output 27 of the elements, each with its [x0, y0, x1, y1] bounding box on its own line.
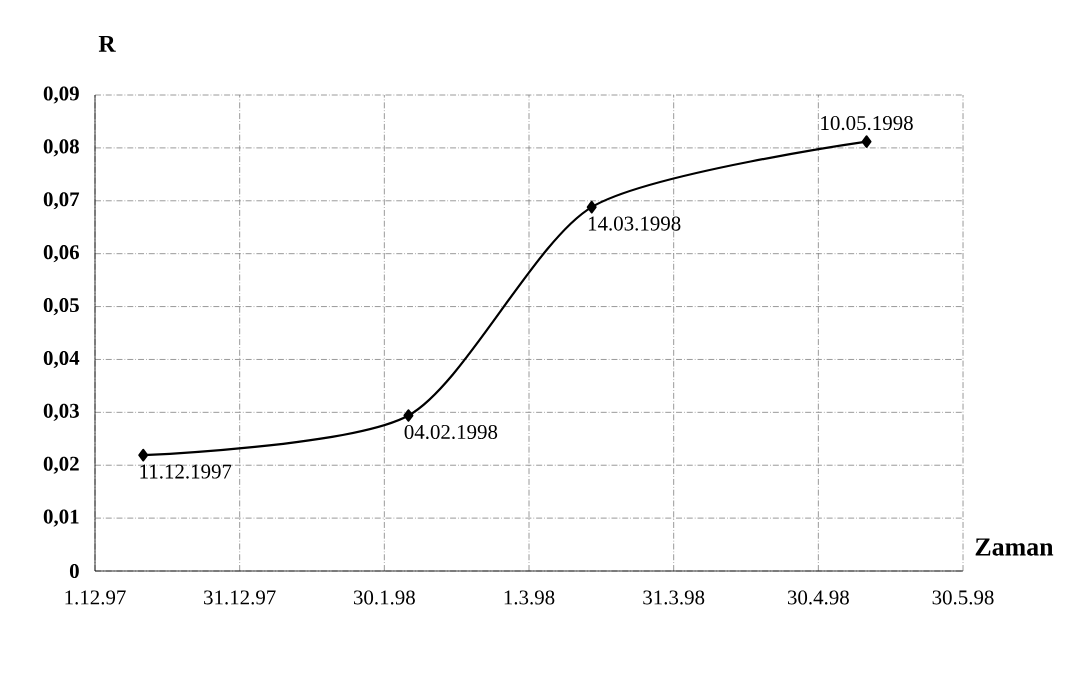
x-tick-label: 1.12.97 — [65, 590, 126, 605]
point — [861, 135, 872, 148]
y-tick-label: 0,04 — [43, 350, 80, 369]
y-tick-label: 0 — [69, 563, 79, 579]
y-axis-title: R — [98, 35, 116, 52]
x-tick-label: 30.4.98 — [787, 590, 849, 605]
y-tick-label: 0,03 — [43, 403, 79, 421]
y-tick-label: 0,02 — [43, 456, 79, 474]
annotation: 04.02.1998 — [404, 424, 498, 440]
x-tick-label: 30.5.98 — [932, 590, 994, 605]
y-tick-label: 0,08 — [43, 139, 79, 157]
x-tick-label: 31.3.98 — [643, 590, 705, 605]
y-tick-label: 0,09 — [43, 86, 79, 104]
x-axis-title: Zaman — [975, 538, 1054, 556]
point — [586, 200, 597, 214]
y-tick-label: 0,06 — [43, 245, 80, 263]
y-tick-label: 0,05 — [43, 297, 79, 316]
annotation: 11.12.1997 — [140, 464, 232, 479]
x-tick-label: 1.3.98 — [504, 590, 555, 605]
y-tick-label: 0,01 — [43, 509, 79, 527]
point — [138, 448, 149, 462]
annotation: 14.03.1998 — [588, 216, 681, 231]
annotation: 10.05.1998 — [821, 115, 913, 131]
point — [403, 409, 414, 422]
x-tick-label: 30.1.98 — [353, 590, 415, 605]
y-tick-label: 0,07 — [43, 192, 80, 210]
x-tick-label: 31.12.97 — [204, 590, 276, 605]
